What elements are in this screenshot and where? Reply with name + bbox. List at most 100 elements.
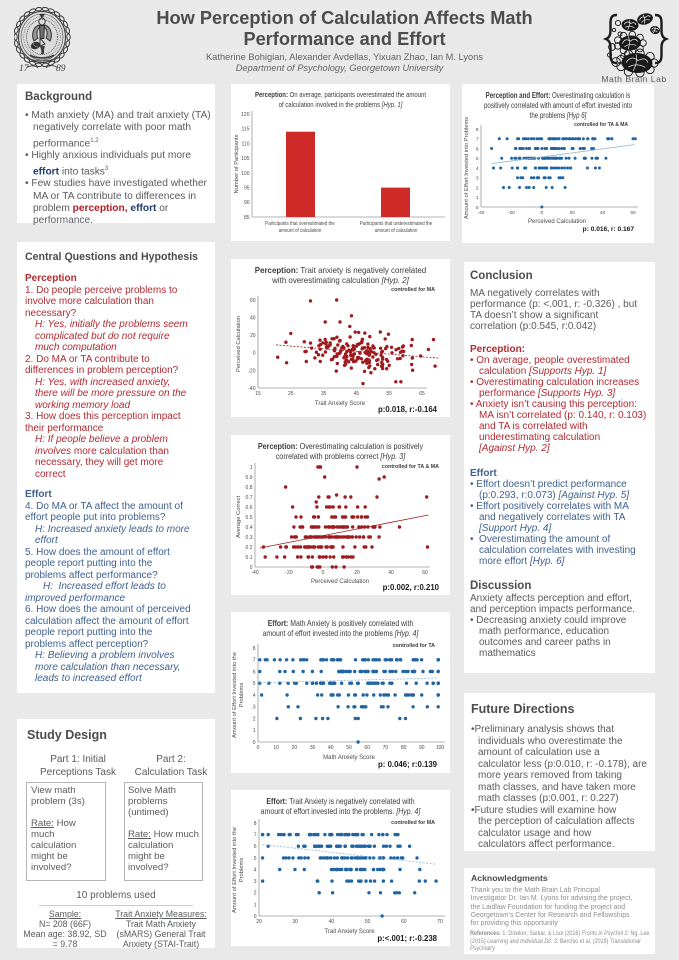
svg-text:8: 8 (254, 821, 257, 827)
svg-text:80: 80 (401, 745, 407, 751)
svg-text:45: 45 (354, 391, 360, 397)
svg-text:0.3: 0.3 (246, 535, 253, 541)
svg-text:Number of Participants: Number of Participants (234, 134, 240, 193)
svg-text:50: 50 (346, 745, 352, 751)
svg-text:90: 90 (244, 200, 250, 206)
svg-text:p:<.001; r:-0.238: p:<.001; r:-0.238 (377, 934, 437, 943)
svg-text:Perceived Calculation: Perceived Calculation (236, 316, 242, 372)
svg-text:35: 35 (321, 391, 327, 397)
svg-text:60: 60 (422, 570, 428, 576)
svg-text:Math Anxiety Score: Math Anxiety Score (323, 755, 375, 761)
svg-text:0: 0 (253, 740, 256, 746)
svg-text:1: 1 (253, 728, 256, 734)
svg-text:0: 0 (250, 565, 253, 571)
svg-text:90: 90 (419, 745, 425, 751)
svg-text:5: 5 (253, 681, 256, 687)
svg-text:70: 70 (437, 919, 443, 925)
svg-text:0: 0 (540, 210, 543, 216)
svg-text:25: 25 (288, 391, 294, 397)
svg-text:8: 8 (476, 127, 479, 133)
svg-text:89: 89 (56, 64, 66, 74)
svg-text:-40: -40 (251, 570, 258, 576)
svg-text:10: 10 (273, 745, 279, 751)
svg-text:1: 1 (476, 195, 479, 201)
svg-text:0.1: 0.1 (246, 555, 253, 561)
svg-text:0: 0 (322, 570, 325, 576)
svg-text:0.9: 0.9 (246, 475, 253, 481)
svg-text:60: 60 (364, 745, 370, 751)
svg-text:7: 7 (476, 137, 479, 143)
svg-text:2: 2 (254, 891, 257, 897)
svg-text:115: 115 (242, 127, 250, 133)
svg-text:-20: -20 (248, 368, 255, 374)
svg-text:p:0.018, r:-0.164: p:0.018, r:-0.164 (378, 405, 438, 414)
svg-text:20: 20 (292, 745, 298, 751)
svg-text:0: 0 (476, 205, 479, 211)
svg-text:0: 0 (253, 351, 256, 357)
svg-text:20: 20 (354, 570, 360, 576)
svg-text:8: 8 (253, 646, 256, 652)
svg-text:7: 7 (254, 833, 257, 839)
svg-text:0.6: 0.6 (246, 505, 253, 511)
svg-text:Average Correct: Average Correct (236, 496, 242, 538)
svg-text:2: 2 (253, 716, 256, 722)
svg-text:17: 17 (19, 64, 30, 74)
svg-text:Amount of Effort Invested into: Amount of Effort Invested into Problems (464, 117, 470, 219)
svg-text:p: 0.016, r: 0.167: p: 0.016, r: 0.167 (583, 226, 635, 233)
svg-text:40: 40 (328, 745, 334, 751)
svg-text:Amount of Effort Invested into: Amount of Effort Invested into the (232, 652, 238, 738)
svg-text:0.5: 0.5 (246, 515, 253, 521)
svg-text:0.4: 0.4 (246, 525, 253, 531)
svg-text:0: 0 (254, 914, 257, 920)
svg-text:Trait Anxiety Score: Trait Anxiety Score (324, 929, 375, 935)
svg-text:p:0.002, r:0.210: p:0.002, r:0.210 (383, 583, 440, 592)
svg-text:4: 4 (476, 166, 479, 172)
svg-text:Amount of Effort Invested into: Amount of Effort Invested into the (232, 827, 238, 913)
svg-text:30: 30 (310, 745, 316, 751)
svg-text:65: 65 (419, 391, 425, 397)
svg-text:Trait Anxiety Score: Trait Anxiety Score (315, 401, 366, 407)
svg-text:30: 30 (292, 919, 298, 925)
svg-text:6: 6 (253, 669, 256, 675)
svg-text:20: 20 (250, 333, 256, 339)
svg-text:3: 3 (254, 879, 257, 885)
svg-text:0.8: 0.8 (246, 485, 253, 491)
svg-text:1: 1 (250, 465, 253, 471)
svg-text:1: 1 (254, 902, 257, 908)
svg-text:40: 40 (329, 919, 335, 925)
svg-text:120: 120 (241, 112, 250, 118)
svg-text:Perceived Calculation: Perceived Calculation (528, 219, 586, 225)
svg-text:0.7: 0.7 (246, 495, 253, 501)
svg-text:20: 20 (256, 919, 262, 925)
svg-text:50: 50 (365, 919, 371, 925)
svg-text:60: 60 (401, 919, 407, 925)
svg-text:4: 4 (253, 693, 256, 699)
svg-text:Problems: Problems (239, 858, 245, 883)
svg-text:p: 0.046; r:0.139: p: 0.046; r:0.139 (378, 760, 438, 769)
svg-text:Math Brain Lab: Math Brain Lab (601, 74, 666, 84)
svg-text:95: 95 (244, 186, 250, 192)
svg-text:60: 60 (630, 210, 636, 216)
svg-text:6: 6 (254, 844, 257, 850)
svg-text:100: 100 (436, 745, 445, 751)
svg-text:60: 60 (250, 298, 256, 304)
svg-text:-40: -40 (248, 386, 255, 392)
svg-text:85: 85 (244, 215, 250, 221)
svg-text:70: 70 (383, 745, 389, 751)
svg-text:15: 15 (255, 391, 261, 397)
svg-text:Problems: Problems (239, 683, 245, 708)
svg-text:4: 4 (254, 867, 257, 873)
svg-text:2: 2 (476, 185, 479, 191)
svg-text:6: 6 (476, 146, 479, 152)
svg-text:0: 0 (257, 745, 260, 751)
svg-text:40: 40 (388, 570, 394, 576)
svg-text:-20: -20 (508, 210, 515, 216)
svg-text:110: 110 (242, 141, 250, 147)
svg-text:5: 5 (254, 856, 257, 862)
svg-text:55: 55 (386, 391, 392, 397)
svg-text:40: 40 (250, 316, 256, 322)
svg-text:-20: -20 (285, 570, 292, 576)
svg-text:20: 20 (570, 210, 576, 216)
svg-text:-40: -40 (478, 210, 485, 216)
svg-text:3: 3 (253, 705, 256, 711)
